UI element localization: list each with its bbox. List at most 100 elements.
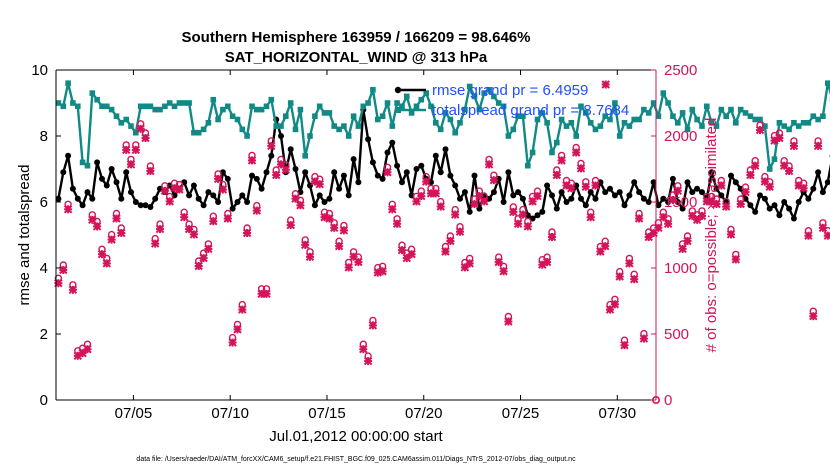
- x-axis-label: Jul.01,2012 00:00:00 start: [269, 428, 443, 445]
- y-right-tick-label: 0: [664, 392, 672, 409]
- obs-assimilated-point: [600, 241, 610, 251]
- spread-point: [181, 100, 187, 106]
- y-right-tick-label: 2000: [664, 128, 697, 145]
- rmse-point: [781, 199, 788, 205]
- spread-point: [273, 123, 279, 129]
- rmse-point: [234, 199, 241, 205]
- spread-point: [515, 113, 521, 119]
- spread-point: [418, 96, 425, 103]
- spread-point: [607, 116, 613, 123]
- rmse-point: [824, 179, 830, 186]
- spread-point: [815, 116, 821, 123]
- y-left-tick-label: 2: [40, 326, 48, 343]
- rmse-point: [128, 189, 134, 196]
- obs-assimilated-point: [639, 334, 649, 343]
- obs-assimilated-point: [368, 321, 378, 330]
- spread-point: [384, 100, 391, 106]
- obs-assimilated-point: [247, 156, 257, 165]
- spread-point: [355, 123, 362, 129]
- obs-assimilated-point: [634, 214, 644, 223]
- rmse-point: [113, 179, 120, 186]
- rmse-point: [186, 192, 193, 199]
- spread-point: [529, 149, 536, 156]
- rmse-point: [819, 189, 826, 196]
- obs-assimilated-point: [591, 181, 600, 190]
- obs-assimilated-point: [349, 252, 358, 262]
- rmse-point: [611, 192, 618, 199]
- rmse-point: [500, 199, 507, 205]
- obs-assimilated-point: [688, 211, 697, 221]
- legend-rmse-marker: [394, 86, 402, 94]
- spread-point: [670, 113, 676, 119]
- obs-assimilated-point: [97, 249, 107, 259]
- spread-point: [549, 149, 555, 156]
- rmse-point: [340, 172, 347, 179]
- x-tick-label: 07/05: [115, 405, 153, 422]
- spread-point: [486, 87, 492, 93]
- rmse-point: [471, 172, 478, 179]
- spread-point: [616, 133, 623, 139]
- spread-point: [713, 123, 720, 129]
- spread-point: [84, 162, 91, 169]
- spread-point: [220, 106, 226, 113]
- rmse-point: [452, 182, 459, 189]
- y-left-tick-label: 8: [40, 128, 48, 145]
- rmse-point: [321, 199, 328, 205]
- obs-assimilated-point: [213, 174, 223, 184]
- rmse-point: [355, 179, 362, 186]
- spread-point: [205, 120, 212, 126]
- rmse-point: [350, 156, 357, 163]
- obs-assimilated-point: [165, 197, 174, 206]
- rmse-point: [578, 195, 584, 202]
- spread-point: [554, 139, 560, 146]
- rmse-point: [311, 202, 318, 209]
- obs-assimilated-point: [281, 165, 291, 174]
- spread-point: [60, 103, 67, 110]
- spread-point: [771, 156, 778, 162]
- obs-assimilated-point: [509, 207, 518, 217]
- rmse-point: [549, 192, 555, 199]
- spread-point: [113, 113, 120, 119]
- spread-point: [133, 129, 139, 136]
- obs-assimilated-point: [160, 186, 170, 196]
- rmse-point: [515, 189, 522, 196]
- rmse-point: [65, 152, 72, 159]
- spread-point: [147, 103, 154, 110]
- spread-point: [350, 113, 357, 119]
- obs-assimilated-point: [146, 166, 155, 176]
- x-tick-label: 07/10: [211, 405, 249, 422]
- rmse-point: [74, 195, 81, 202]
- obs-assimilated-point: [407, 249, 416, 259]
- obs-assimilated-point: [610, 300, 620, 309]
- obs-assimilated-point: [533, 191, 542, 201]
- obs-assimilated-point: [586, 212, 595, 222]
- spread-point: [650, 100, 657, 106]
- spread-point: [55, 100, 62, 106]
- spread-point: [655, 113, 662, 119]
- rmse-point: [684, 179, 691, 186]
- obs-assimilated-point: [218, 185, 228, 194]
- rmse-point: [587, 189, 594, 196]
- rmse-point: [568, 195, 575, 202]
- rmse-point: [718, 192, 725, 199]
- spread-point: [65, 80, 71, 86]
- rmse-point: [239, 192, 246, 199]
- rmse-point: [626, 192, 633, 199]
- spread-point: [723, 113, 729, 119]
- rmse-point: [384, 149, 391, 156]
- rmse-point: [592, 195, 599, 202]
- rmse-point: [558, 189, 565, 196]
- obs-assimilated-point: [397, 245, 407, 255]
- rmse-point: [544, 182, 551, 189]
- spread-point: [297, 106, 304, 113]
- spread-point: [79, 159, 86, 166]
- spread-point: [699, 123, 705, 129]
- spread-point: [104, 103, 110, 110]
- spread-point: [437, 126, 444, 133]
- rmse-point: [258, 185, 265, 192]
- obs-assimilated-point: [721, 202, 731, 211]
- spread-point: [399, 103, 405, 110]
- obs-assimilated-point: [712, 199, 721, 209]
- spread-point: [200, 126, 207, 133]
- rmse-point: [708, 169, 715, 176]
